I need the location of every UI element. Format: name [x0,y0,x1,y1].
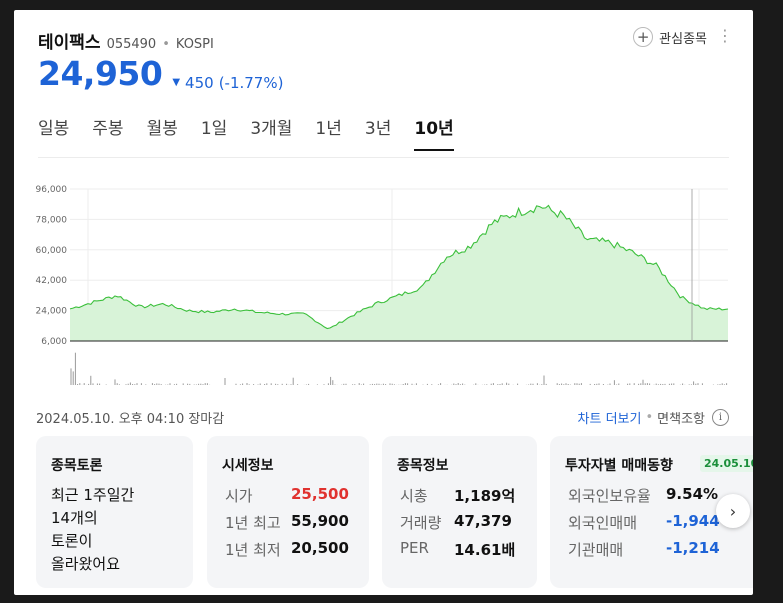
tabs-divider [38,157,729,158]
y-tick-label: 42,000 [36,276,68,286]
chevron-right-icon: › [729,501,737,521]
kebab-icon[interactable]: ⋮ [717,26,733,45]
price-area [70,205,728,341]
quote-card-title: 시세정보 [222,458,274,474]
market-name: KOSPI [175,37,214,52]
y-tick-label: 24,000 [36,307,68,317]
stock-code: 055490 [106,37,157,52]
stock-panel: 테이팩스 055490 • KOSPI + 관심종목 ⋮ 24,950 ▼ 45… [14,10,753,595]
tab-3y[interactable]: 3년 [364,119,392,139]
next-card-button[interactable]: › [716,494,750,528]
quote-label: 1년 최저 [225,541,281,559]
forum-card-title: 종목토론 [51,458,103,474]
quote-label: 1년 최고 [225,514,281,532]
forum-card-body: 최근 1주일간 14개의 토론이 올라왔어요 [51,484,134,576]
quote-card[interactable]: 시세정보 시가 25,500 1년 최고 55,900 1년 최저 20,500 [207,436,369,588]
tab-1d[interactable]: 1일 [200,119,228,139]
tab-10y[interactable]: 10년 [414,114,454,151]
quote-value: 55,900 [291,512,349,530]
stock-label: 거래량 [400,514,442,532]
investor-value: -1,214 [666,539,720,557]
quote-label: 시가 [225,487,253,505]
price-chart[interactable]: 96,00078,00060,00042,00024,0006,0002018/… [14,170,753,385]
add-watchlist-button[interactable]: + 관심종목 [633,27,707,47]
change-amount: 450 [185,73,214,92]
quote-value: 25,500 [291,485,349,503]
chart-actions: 차트 더보기 • 면책조항 i [578,408,729,427]
stock-name[interactable]: 테이팩스 [38,33,101,53]
price-change: ▼ 450 (-1.77%) [172,74,283,92]
investor-label: 외국인보유율 [568,487,651,505]
tab-1y[interactable]: 1년 [315,119,342,139]
y-tick-label: 60,000 [36,246,68,256]
stock-value: 14.61배 [454,541,516,559]
tab-monthly[interactable]: 월봉 [146,119,178,139]
price-row: 24,950 ▼ 450 (-1.77%) [38,54,283,93]
y-tick-label: 96,000 [36,185,68,195]
investor-date-badge: 24.05.10 [700,455,753,472]
market-close-time: 2024.05.10. 오후 04:10 장마감 [36,412,225,427]
title-separator: • [162,37,170,52]
disclaimer-link[interactable]: 면책조항 [657,412,705,427]
period-tabs: 일봉 주봉 월봉 1일 3개월 1년 3년 10년 [38,114,477,151]
stock-label: PER [400,539,429,557]
title-row: 테이팩스 055490 • KOSPI [38,28,214,53]
stock-card-title: 종목정보 [397,458,449,474]
info-icon[interactable]: i [712,409,729,426]
investor-card[interactable]: 투자자별 매매동향 24.05.10 외국인보유율 9.54% 외국인매매 -1… [550,436,753,588]
y-tick-label: 6,000 [41,337,67,347]
forum-line: 14개의 [51,509,98,527]
action-separator: • [645,410,654,425]
forum-card[interactable]: 종목토론 최근 1주일간 14개의 토론이 올라왔어요 [36,436,193,588]
current-price: 24,950 [38,54,163,93]
quote-value: 20,500 [291,539,349,557]
price-line [69,204,729,330]
stock-value: 47,379 [454,512,512,530]
investor-value: -1,944 [666,512,720,530]
investor-value: 9.54% [666,485,719,503]
watchlist-label: 관심종목 [659,31,707,47]
forum-line: 최근 1주일간 [51,486,135,504]
forum-line: 올라왔어요 [51,555,121,573]
change-percent: (-1.77%) [218,73,284,92]
stock-info-card[interactable]: 종목정보 시총 1,189억 거래량 47,379 PER 14.61배 [382,436,537,588]
investor-label: 외국인매매 [568,514,638,532]
y-tick-label: 78,000 [36,215,68,225]
stock-value: 1,189억 [454,487,516,505]
tab-daily[interactable]: 일봉 [38,119,70,139]
stock-label: 시총 [400,487,428,505]
investor-label: 기관매매 [568,541,624,559]
more-chart-link[interactable]: 차트 더보기 [577,412,642,427]
forum-line: 토론이 [51,532,93,550]
tab-3m[interactable]: 3개월 [250,119,293,139]
investor-card-title: 투자자별 매매동향 [565,458,673,474]
tab-weekly[interactable]: 주봉 [92,119,124,139]
down-triangle-icon: ▼ [172,77,181,88]
plus-icon: + [633,27,654,47]
